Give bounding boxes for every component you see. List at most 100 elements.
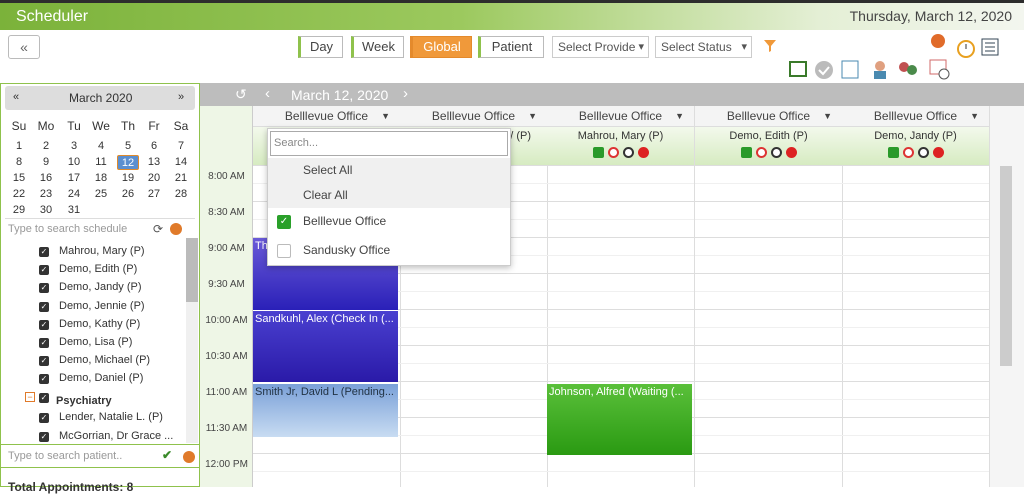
calendar-day[interactable]: 28	[174, 188, 188, 200]
clear-all[interactable]: Clear All	[268, 183, 510, 208]
collapse-group[interactable]: −	[25, 392, 35, 402]
calendar-day[interactable]: 30	[39, 204, 53, 216]
calendar-day[interactable]: 23	[39, 188, 53, 200]
calendar-day[interactable]: 22	[12, 188, 26, 200]
checkbox[interactable]: ✓	[39, 247, 49, 257]
calendar-day[interactable]: 31	[67, 204, 81, 216]
checkbox[interactable]: ✓	[39, 393, 49, 403]
checkbox[interactable]: ✓	[39, 432, 49, 442]
checkbox[interactable]: ✓	[39, 283, 49, 294]
dropdown-arrow[interactable]: ▼	[528, 111, 537, 121]
checkbox[interactable]: ✓	[39, 356, 49, 367]
calendar-day[interactable]: 13	[147, 156, 161, 168]
provider-search[interactable]: Type to search schedule ⟳	[5, 218, 195, 238]
prev-day[interactable]: ‹	[265, 85, 270, 102]
dropdown-arrow[interactable]: ▼	[381, 111, 390, 121]
dropdown-search[interactable]: Search...	[270, 131, 508, 156]
calendar-day[interactable]: 21	[174, 172, 188, 184]
view-button[interactable]: Global	[410, 36, 472, 58]
office-header[interactable]: Belllevue Office ▼	[547, 106, 694, 127]
history-icon[interactable]: ↺	[235, 86, 247, 102]
add-icon[interactable]	[740, 146, 752, 158]
provider-item[interactable]: Demo, Daniel (P)	[59, 372, 144, 385]
next-month[interactable]: »	[178, 91, 185, 103]
checkbox[interactable]: ✓	[277, 215, 291, 229]
calendar-day[interactable]: 2	[42, 140, 50, 152]
calendar-day[interactable]: 10	[67, 156, 81, 168]
patient-search[interactable]: Type to search patient.. ✔	[1, 444, 199, 468]
block-icon[interactable]	[902, 146, 914, 158]
checkbox[interactable]	[277, 244, 291, 258]
calendar-day[interactable]: 19	[121, 172, 135, 184]
appointment[interactable]: Smith Jr, David L (Pending...	[253, 384, 398, 437]
dropdown-arrow[interactable]: ▼	[675, 111, 684, 121]
provider-item[interactable]: Demo, Lisa (P)	[59, 336, 133, 348]
provider-item[interactable]: Demo, Jandy (P)	[59, 281, 142, 294]
calendar-day[interactable]: 5	[124, 140, 132, 152]
clear-icon[interactable]	[170, 223, 182, 235]
add-icon[interactable]	[887, 146, 899, 158]
calendar-day[interactable]: 6	[150, 140, 158, 152]
clear-icon[interactable]	[183, 451, 195, 463]
remove-icon[interactable]	[785, 146, 797, 158]
calendar-day[interactable]: 26	[121, 188, 135, 200]
view-button[interactable]: Patient	[478, 36, 544, 58]
office-header[interactable]: Belllevue Office ▼	[695, 106, 842, 127]
filter-select[interactable]: Select Provide	[552, 36, 649, 58]
filter-icon[interactable]	[762, 38, 778, 54]
appointment[interactable]: Sandkuhl, Alex (Check In (...	[253, 311, 398, 382]
checkbox[interactable]: ✓	[39, 338, 49, 348]
office-option[interactable]: Sandusky Office	[303, 243, 391, 257]
checkbox[interactable]: ✓	[39, 319, 49, 330]
provider-item[interactable]: Demo, Kathy (P)	[59, 317, 141, 330]
view-button[interactable]: Day	[298, 36, 343, 58]
provider-item[interactable]: Lender, Natalie L. (P)	[59, 411, 163, 423]
select-all[interactable]: Select All	[268, 158, 510, 183]
block-icon[interactable]	[755, 146, 767, 158]
calendar-day[interactable]: 16	[39, 172, 53, 184]
provider-item[interactable]: Mahrou, Mary (P)	[59, 245, 145, 257]
add-icon[interactable]	[592, 146, 604, 158]
refresh-icon[interactable]	[770, 146, 782, 158]
office-header[interactable]: Belllevue Office ▼	[400, 106, 547, 127]
provider-item[interactable]: McGorrian, Dr Grace ...	[59, 430, 174, 442]
calendar-day[interactable]: 24	[67, 188, 81, 200]
collapse-button[interactable]: «	[8, 35, 40, 59]
confirm-icon[interactable]: ✔	[162, 448, 173, 462]
calendar-day[interactable]: 18	[94, 172, 108, 184]
filter-select[interactable]: Select Status	[655, 36, 752, 58]
calendar-day[interactable]: 4	[97, 140, 105, 152]
calendar-day[interactable]: 15	[12, 172, 26, 184]
block-icon[interactable]	[607, 146, 619, 158]
checkbox[interactable]: ✓	[39, 265, 49, 276]
calendar-day[interactable]: 20	[147, 172, 161, 184]
calendar-day[interactable]: 12	[117, 155, 139, 170]
calendar-day[interactable]: 8	[15, 156, 23, 168]
calendar-day[interactable]: 27	[147, 188, 161, 200]
calendar-day[interactable]: 17	[67, 172, 81, 184]
provider-item[interactable]: Demo, Michael (P)	[59, 354, 151, 367]
appointment[interactable]: Johnson, Alfred (Waiting (...	[547, 384, 692, 455]
calendar-day[interactable]: 11	[95, 156, 107, 168]
dropdown-arrow[interactable]: ▼	[823, 111, 832, 121]
office-option[interactable]: Belllevue Office	[303, 214, 387, 228]
office-header[interactable]: Belllevue Office ▼	[842, 106, 989, 127]
calendar-day[interactable]: 29	[12, 204, 26, 216]
dropdown-arrow[interactable]: ▼	[970, 111, 979, 121]
calendar-day[interactable]: 9	[42, 156, 50, 168]
office-header[interactable]: Belllevue Office ▼	[253, 106, 400, 127]
remove-icon[interactable]	[637, 146, 649, 158]
checkbox[interactable]: ✓	[39, 413, 49, 423]
calendar-day[interactable]: 14	[174, 156, 188, 168]
refresh-icon[interactable]	[917, 146, 929, 158]
calendar-day[interactable]: 1	[15, 140, 23, 152]
checkbox[interactable]: ✓	[39, 301, 49, 312]
view-button[interactable]: Week	[351, 36, 404, 58]
next-day[interactable]: ›	[403, 85, 408, 102]
provider-item[interactable]: Demo, Edith (P)	[59, 263, 138, 276]
calendar-day[interactable]: 3	[70, 140, 78, 152]
refresh-icon[interactable]	[622, 146, 634, 158]
remove-icon[interactable]	[932, 146, 944, 158]
calendar-day[interactable]: 7	[177, 140, 185, 152]
provider-item[interactable]: Demo, Jennie (P)	[59, 299, 145, 312]
